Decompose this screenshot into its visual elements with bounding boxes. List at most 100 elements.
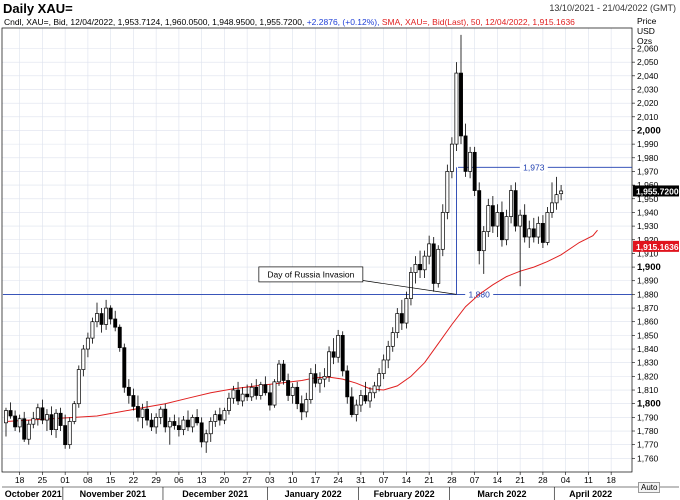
candle-body bbox=[472, 151, 477, 191]
x-tick-label: 21 bbox=[424, 475, 434, 485]
candle-body bbox=[554, 194, 559, 204]
x-tick-label: 07 bbox=[379, 475, 389, 485]
candle-body bbox=[354, 404, 359, 415]
candle-body bbox=[208, 421, 213, 435]
candle-body bbox=[13, 415, 18, 428]
candle bbox=[167, 417, 172, 445]
x-tick-label: 17 bbox=[311, 475, 321, 485]
candle bbox=[186, 410, 190, 432]
candle-body bbox=[95, 313, 99, 323]
candle bbox=[122, 343, 127, 393]
y-tick-label: 1,860 bbox=[637, 317, 659, 327]
candle-body bbox=[381, 359, 386, 374]
candle bbox=[140, 403, 145, 429]
candle bbox=[26, 420, 31, 445]
candle-body bbox=[518, 214, 523, 227]
month-label: February 2022 bbox=[374, 489, 435, 499]
x-tick-label: 24 bbox=[333, 475, 343, 485]
candle bbox=[76, 365, 81, 408]
candle-body bbox=[550, 202, 554, 213]
candle-body bbox=[204, 433, 209, 443]
candle-body bbox=[117, 326, 122, 349]
x-tick-label: 21 bbox=[515, 475, 525, 485]
candle bbox=[90, 317, 95, 344]
candle-body bbox=[495, 212, 500, 227]
candle bbox=[559, 185, 564, 201]
candle bbox=[72, 400, 77, 425]
candle bbox=[267, 384, 272, 411]
candle bbox=[149, 413, 154, 432]
x-tick-label: 22 bbox=[129, 475, 139, 485]
candle bbox=[490, 196, 495, 233]
sma-price-tag: 1,915.1636 bbox=[636, 242, 679, 252]
candle-body bbox=[267, 392, 272, 406]
candle-body bbox=[395, 313, 400, 334]
unit-line-currency: USD bbox=[637, 26, 655, 36]
candle bbox=[81, 344, 86, 377]
candle bbox=[190, 414, 195, 433]
candle-body bbox=[35, 407, 40, 420]
annotation-text: Day of Russia Invasion bbox=[267, 269, 354, 279]
candle-body bbox=[477, 190, 482, 252]
x-tick-label: 11 bbox=[584, 475, 593, 485]
candle-body bbox=[368, 392, 372, 402]
candle bbox=[327, 346, 332, 382]
candle bbox=[472, 146, 477, 197]
candle-body bbox=[322, 376, 327, 380]
candle bbox=[390, 327, 395, 352]
candle bbox=[63, 414, 68, 449]
candle-body bbox=[527, 228, 532, 238]
sma-price-tag-bg bbox=[633, 240, 679, 252]
x-tick-label: 20 bbox=[220, 475, 230, 485]
candle bbox=[31, 411, 36, 429]
candle bbox=[290, 383, 295, 404]
candle bbox=[377, 368, 382, 392]
y-tick-label: 1,820 bbox=[637, 371, 659, 381]
y-tick-label: 1,850 bbox=[637, 330, 659, 340]
candle-body bbox=[559, 190, 564, 195]
candle bbox=[131, 388, 136, 411]
candle-body bbox=[81, 348, 86, 370]
candle bbox=[44, 409, 49, 432]
candle bbox=[176, 417, 181, 437]
candle bbox=[522, 204, 527, 243]
candle-body bbox=[290, 386, 295, 396]
x-tick-label: 28 bbox=[447, 475, 457, 485]
candle bbox=[550, 182, 554, 218]
candle-body bbox=[522, 214, 527, 238]
candle-body bbox=[8, 410, 13, 417]
candle bbox=[449, 137, 454, 179]
candle-body bbox=[427, 243, 432, 257]
candle-body bbox=[418, 263, 423, 271]
candle-body bbox=[172, 421, 177, 426]
y-tick-label: 1,840 bbox=[637, 344, 659, 354]
candle bbox=[509, 185, 514, 224]
candle-body bbox=[509, 190, 514, 217]
candle-body bbox=[299, 403, 304, 413]
candle bbox=[54, 409, 59, 438]
candle-body bbox=[149, 419, 154, 428]
legend-change: +2.2876, (+0.12%), bbox=[306, 17, 380, 27]
y-tick-label: 2,010 bbox=[637, 112, 659, 122]
candle bbox=[49, 406, 54, 436]
candle bbox=[245, 384, 250, 401]
candle-body bbox=[240, 393, 245, 402]
candle-body bbox=[213, 414, 218, 422]
candle bbox=[108, 305, 113, 325]
candle-body bbox=[358, 395, 363, 406]
candle bbox=[113, 310, 118, 332]
candle-body bbox=[500, 212, 504, 241]
x-tick-label: 28 bbox=[538, 475, 548, 485]
candle bbox=[254, 379, 259, 400]
candle bbox=[540, 215, 545, 248]
candle bbox=[195, 409, 200, 426]
candle-body bbox=[136, 406, 140, 418]
candle-body bbox=[490, 205, 495, 227]
x-tick-label: 08 bbox=[83, 475, 93, 485]
candle-body bbox=[4, 410, 8, 424]
candle-body bbox=[281, 363, 286, 381]
candle bbox=[126, 379, 131, 404]
y-tick-label: 1,790 bbox=[637, 412, 659, 422]
auto-scale-button[interactable]: Auto bbox=[638, 482, 661, 493]
candle-body bbox=[99, 313, 104, 325]
